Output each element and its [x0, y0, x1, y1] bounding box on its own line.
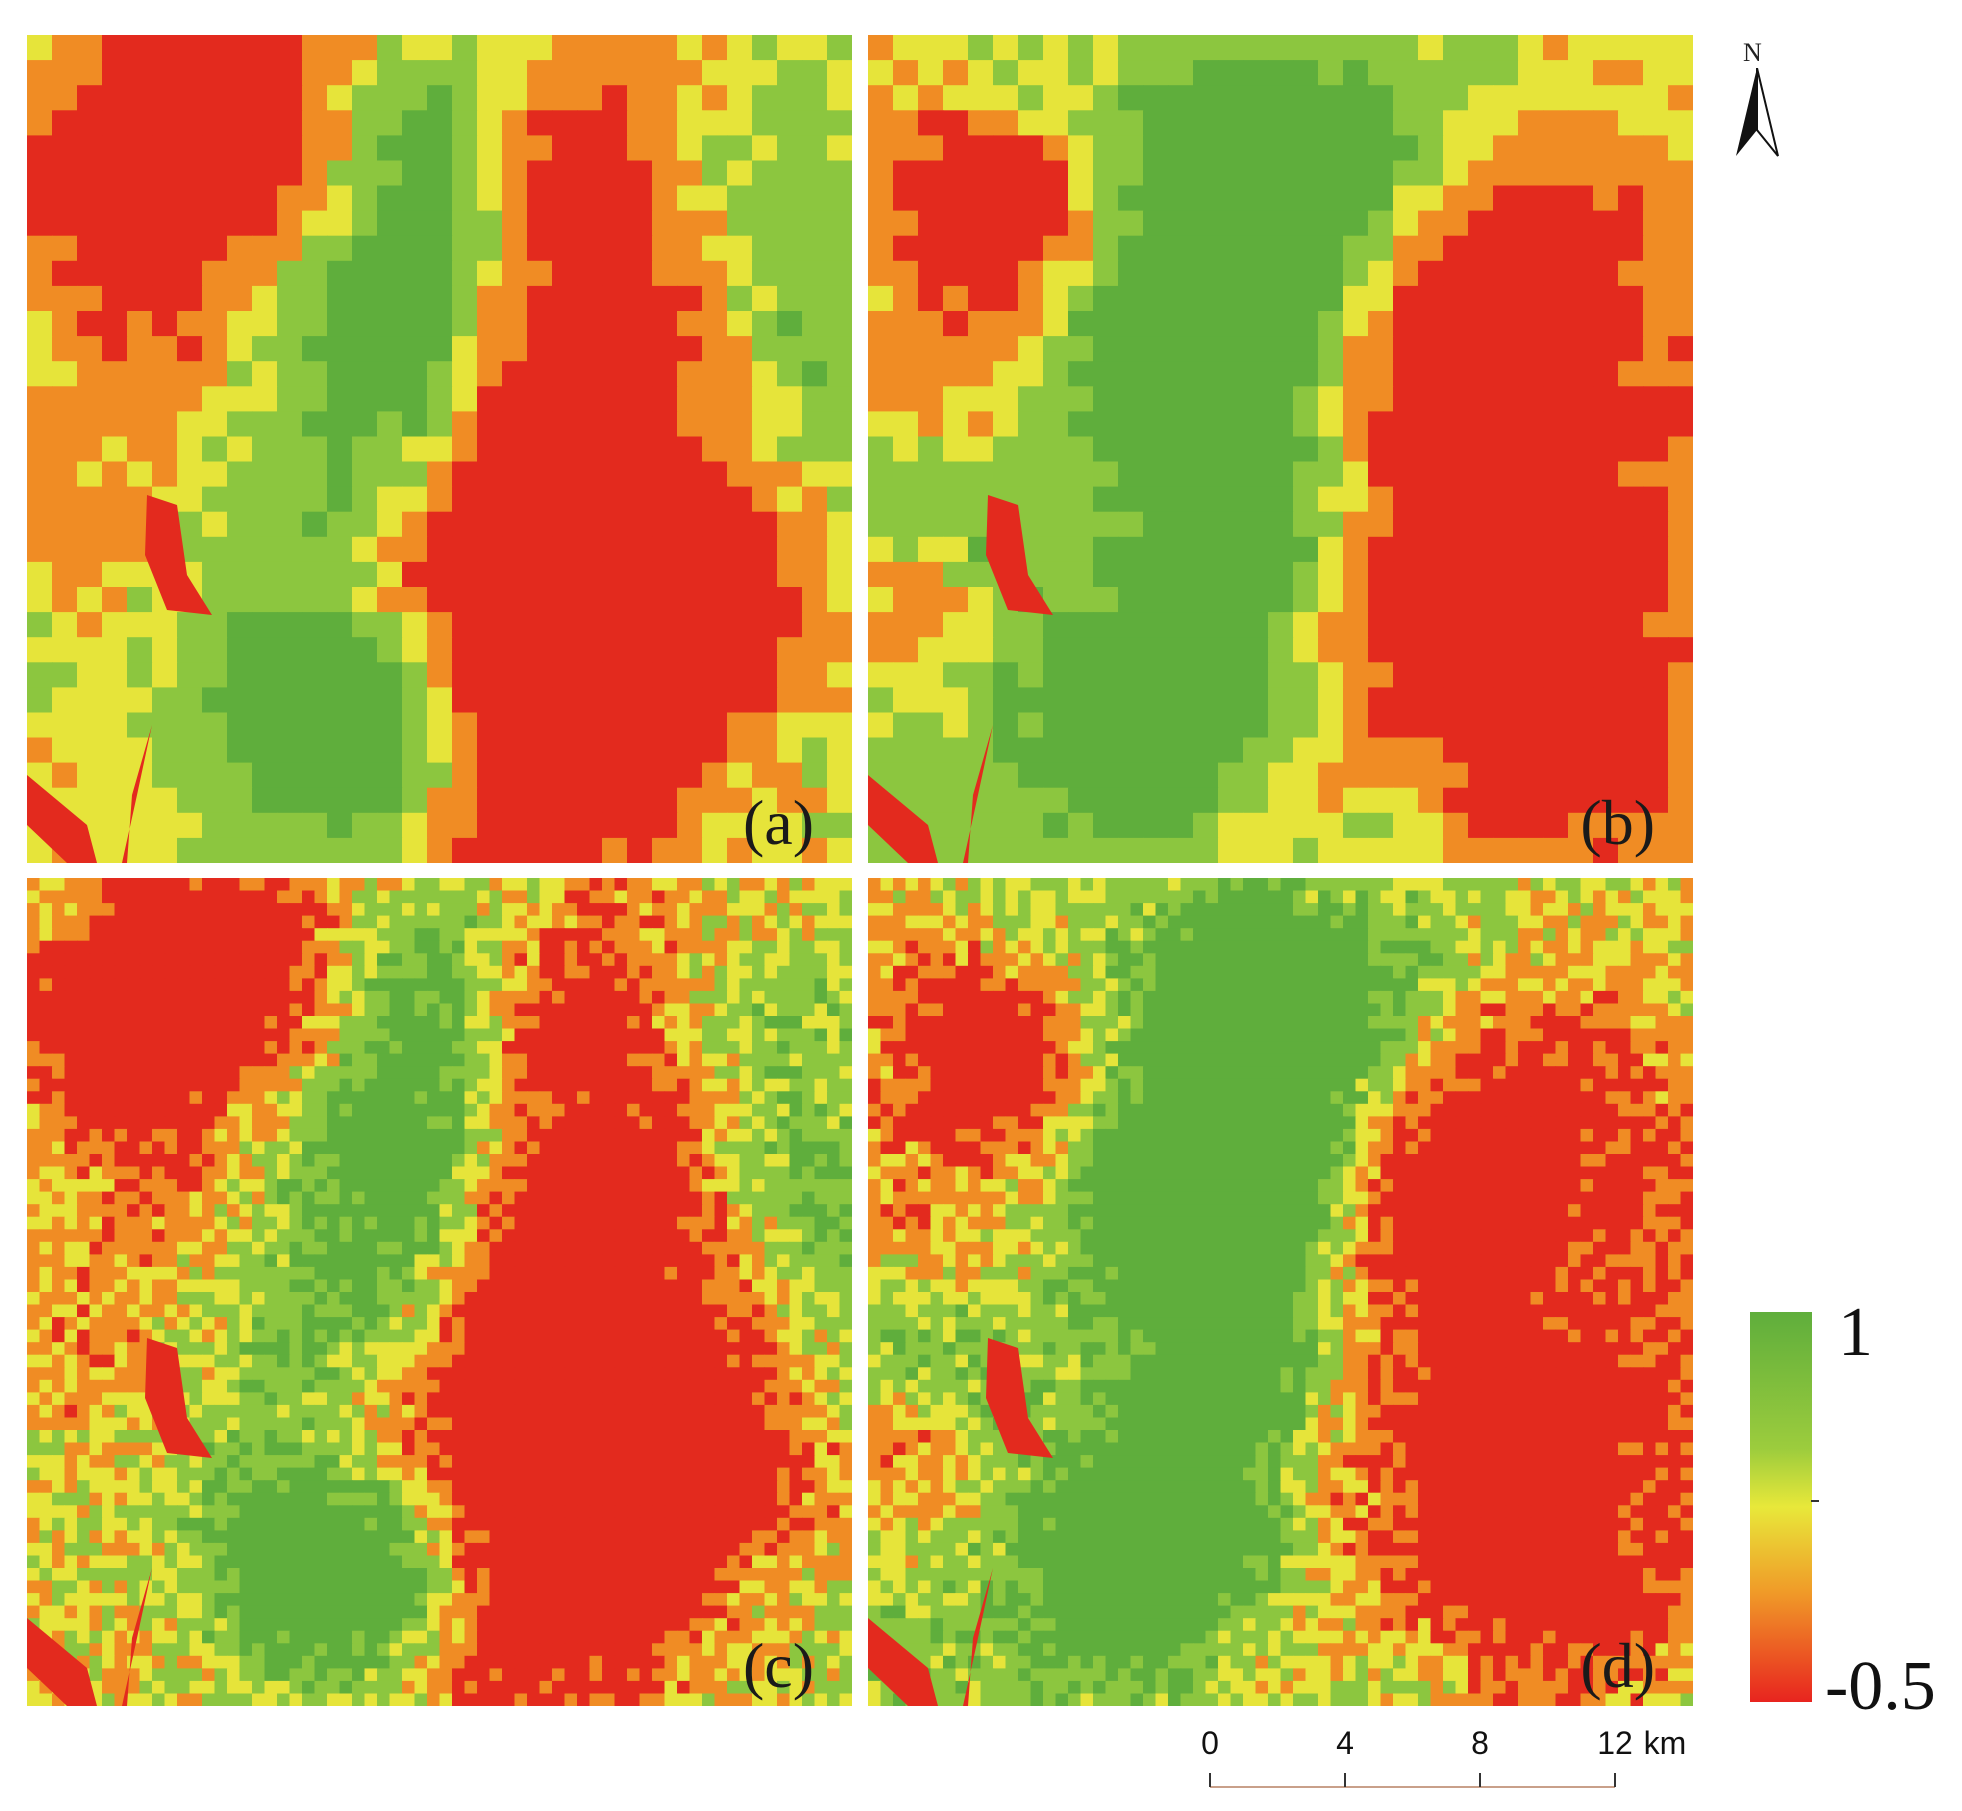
scale-bar: 0 4 8 12 km [1180, 1725, 1700, 1805]
panel-label-c: (c) [742, 1630, 814, 1701]
index-map-a [27, 35, 852, 863]
river [868, 1568, 993, 1706]
north-label: N [1743, 38, 1762, 67]
index-map-b [868, 35, 1693, 863]
scale-tick-0: 0 [1201, 1725, 1219, 1761]
legend-mid-tick [1811, 1500, 1819, 1502]
scale-unit: km [1643, 1725, 1687, 1761]
map-panel-a: (a) [27, 35, 852, 863]
scale-tick-8: 8 [1471, 1725, 1489, 1761]
river [868, 725, 993, 863]
map-panel-c: (c) [27, 878, 852, 1706]
panel-label-b: (b) [1580, 787, 1655, 858]
scale-tick-12: 12 [1597, 1725, 1633, 1761]
river [27, 725, 152, 863]
water-body [986, 495, 1053, 615]
legend-min-label: -0.5 [1825, 1648, 1936, 1725]
water-body [145, 1338, 212, 1458]
map-panel-b: (b) [868, 35, 1693, 863]
north-arrow: N [1722, 38, 1792, 158]
water-body [145, 495, 212, 615]
scale-tick-4: 4 [1336, 1725, 1354, 1761]
panel-label-a: (a) [742, 787, 814, 858]
legend-color-bar [1750, 1312, 1812, 1702]
water-body [986, 1338, 1053, 1458]
index-map-c [27, 878, 852, 1706]
north-arrow-icon [1736, 68, 1779, 157]
scale-line [1209, 1773, 1616, 1788]
panel-label-d: (d) [1580, 1630, 1655, 1701]
river [27, 1568, 152, 1706]
legend-max-label: 1 [1838, 1294, 1873, 1371]
index-map-d [868, 878, 1693, 1706]
map-panel-d: (d) [868, 878, 1693, 1706]
